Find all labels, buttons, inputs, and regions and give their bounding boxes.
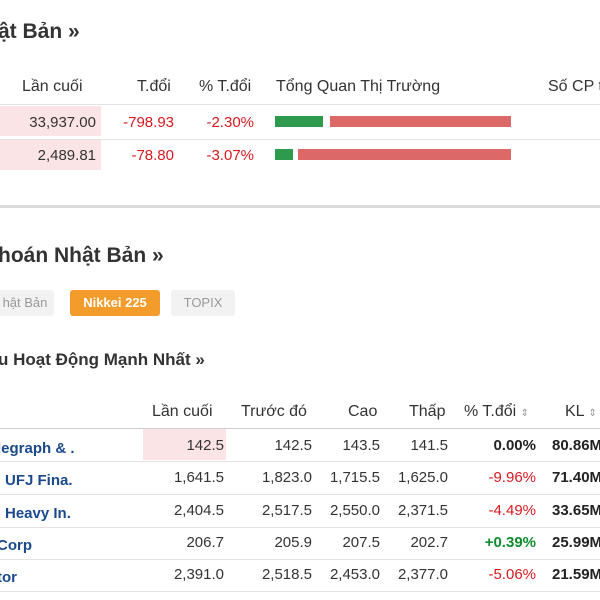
stock-last: 2,404.5 xyxy=(173,502,224,519)
stock-prev: 205.9 xyxy=(274,534,312,551)
sort-icon: ⇕ xyxy=(588,408,597,419)
col-header-pct[interactable]: % T.đổi ⇕ xyxy=(464,403,529,421)
overview-down-bar xyxy=(330,116,511,127)
tab-nikkei-225[interactable]: Nikkei 225 xyxy=(70,290,160,316)
col-header-pct: % T.đổi xyxy=(199,78,252,95)
overview-row-change: -798.93 xyxy=(123,114,174,131)
stock-volume: 71.40M xyxy=(552,469,600,486)
overview-up-bar xyxy=(275,149,293,160)
stock-last: 206.7 xyxy=(186,534,224,551)
cell-highlight xyxy=(0,106,101,136)
stock-pct: 0.00% xyxy=(493,437,536,454)
stock-high: 2,550.0 xyxy=(329,502,380,519)
stock-volume: 25.99M xyxy=(552,534,600,551)
divider xyxy=(0,527,600,528)
stock-last: 142.5 xyxy=(186,437,224,454)
stock-high: 143.5 xyxy=(342,437,380,454)
stock-prev: 2,518.5 xyxy=(261,566,312,583)
most-active-title[interactable]: u Hoạt Động Mạnh Nhất » xyxy=(0,350,205,370)
divider xyxy=(0,559,600,560)
overview-row-change: -78.80 xyxy=(131,147,174,164)
stock-volume: 33.65M xyxy=(552,502,600,519)
stock-pct: +0.39% xyxy=(484,534,536,551)
divider xyxy=(0,428,600,429)
stock-name-link[interactable]: Heavy In. xyxy=(5,505,71,522)
stock-high: 1,715.5 xyxy=(329,469,380,486)
col-header-last: Lần cuối xyxy=(22,78,83,95)
col-header-overview: Tổng Quan Thị Trường xyxy=(276,78,441,95)
overview-row-last: 33,937.00 xyxy=(29,114,96,131)
cell-highlight xyxy=(143,429,226,460)
sort-icon: ⇕ xyxy=(520,408,530,419)
stock-low: 2,371.5 xyxy=(397,502,448,519)
stock-low: 2,377.0 xyxy=(397,566,448,583)
overview-row-pct: -3.07% xyxy=(206,147,254,164)
tab-topix[interactable]: TOPIX xyxy=(171,290,235,316)
divider xyxy=(0,461,600,462)
stock-low: 141.5 xyxy=(410,437,448,454)
col-header-change: T.đổi xyxy=(137,78,171,95)
col-header-volume[interactable]: KL ⇕ xyxy=(565,403,597,421)
divider xyxy=(0,139,600,140)
overview-row-pct: -2.30% xyxy=(206,114,254,131)
stock-last: 1,641.5 xyxy=(173,469,224,486)
tab-japan[interactable]: hật Bản xyxy=(0,290,54,316)
divider xyxy=(0,104,600,105)
stock-volume: 80.86M xyxy=(552,437,600,454)
stock-pct: -9.96% xyxy=(488,469,536,486)
stock-volume: 21.59M xyxy=(552,566,600,583)
col-header-high[interactable]: Cao xyxy=(348,403,378,420)
col-header-prev[interactable]: Trước đó xyxy=(241,403,307,420)
stock-name-link[interactable]: tor xyxy=(0,569,17,586)
chevron-right-icon: » xyxy=(195,350,205,369)
stock-low: 202.7 xyxy=(410,534,448,551)
chevron-right-icon: » xyxy=(152,244,164,267)
stock-pct: -4.49% xyxy=(488,502,536,519)
stock-low: 1,625.0 xyxy=(397,469,448,486)
overview-up-bar xyxy=(275,116,323,127)
stock-prev: 2,517.5 xyxy=(261,502,312,519)
stock-last: 2,391.0 xyxy=(173,566,224,583)
most-active-title-text: u Hoạt Động Mạnh Nhất xyxy=(0,350,191,369)
divider xyxy=(0,494,600,495)
stock-high: 2,453.0 xyxy=(329,566,380,583)
stock-pct: -5.06% xyxy=(488,566,536,583)
overview-row-last: 2,489.81 xyxy=(37,147,96,164)
col-header-pct-label: % T.đổi xyxy=(464,403,517,420)
section-divider xyxy=(0,205,600,208)
market-overview-title-text: ật Bản xyxy=(0,20,63,43)
stock-name-link[interactable]: UFJ Fina. xyxy=(5,472,73,489)
col-header-low[interactable]: Thấp xyxy=(409,403,446,420)
market-overview-title[interactable]: ật Bản » xyxy=(0,20,80,44)
chevron-right-icon: » xyxy=(68,20,80,43)
stock-high: 207.5 xyxy=(342,534,380,551)
col-header-last[interactable]: Lần cuối xyxy=(152,403,213,420)
stocks-section-title[interactable]: hoán Nhật Bản » xyxy=(0,244,164,268)
divider xyxy=(0,591,600,592)
stock-prev: 1,823.0 xyxy=(261,469,312,486)
stocks-section-title-text: hoán Nhật Bản xyxy=(0,244,147,267)
stock-prev: 142.5 xyxy=(274,437,312,454)
stock-name-link[interactable]: legraph & . xyxy=(0,440,75,457)
col-header-count: Số CP t xyxy=(548,78,600,95)
cell-highlight xyxy=(0,140,101,170)
col-header-volume-label: KL xyxy=(565,403,584,420)
overview-down-bar xyxy=(298,149,511,160)
stock-name-link[interactable]: Corp xyxy=(0,537,32,554)
